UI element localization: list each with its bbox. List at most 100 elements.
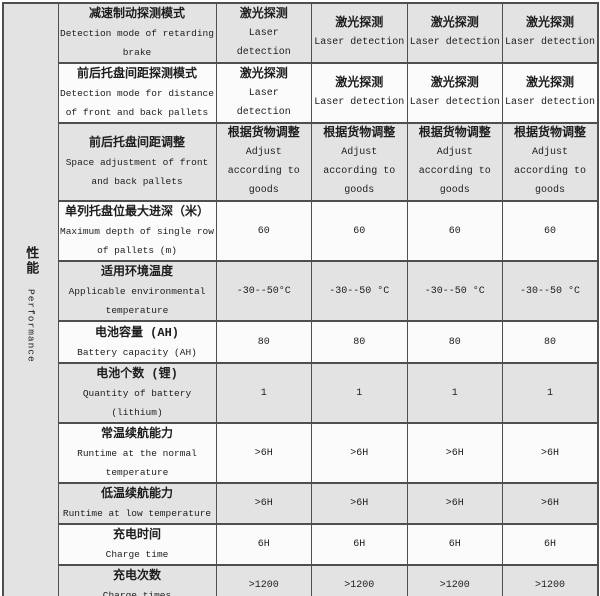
value-line: 6H — [543, 539, 556, 550]
spec-value-cell: 6H — [406, 523, 503, 566]
spec-label-cell: 单列托盘位最大进深（米） Maximum depth of single row … — [57, 200, 217, 262]
spec-value-cell: >6H — [502, 422, 599, 484]
category-cell: 性能 Performance — [2, 2, 59, 596]
value-line: 1 — [356, 387, 363, 399]
value-line: 激光探测 — [525, 16, 574, 30]
spec-value-cell: >1200 — [215, 564, 312, 596]
value-line: 激光探测 — [239, 66, 288, 81]
spec-label-en: Detection mode for distance of front and… — [60, 88, 214, 118]
spec-value-cell: 6H — [311, 523, 408, 566]
spec-value-cell: 根据货物调整 Adjust according to goods — [502, 122, 599, 202]
spec-value-cell: >6H — [406, 482, 503, 525]
spec-label-cell: 前后托盘间距调整 Space adjustment of front and ba… — [57, 122, 217, 202]
spec-label-zh: 前后托盘间距探测模式 — [76, 67, 197, 81]
value-line: >6H — [350, 498, 369, 509]
value-line: Laser — [248, 87, 279, 99]
value-line: Laser detection — [504, 37, 595, 48]
spec-value-cell: >6H — [311, 482, 408, 525]
spec-label-zh: 常温续航能力 — [100, 427, 173, 441]
spec-label-en: Charge time — [105, 549, 169, 560]
value-line: >1200 — [344, 580, 375, 591]
spec-label-zh: 电池容量 (AH) — [94, 325, 179, 340]
value-line: goods — [248, 185, 279, 196]
value-line: according to — [418, 166, 491, 177]
spec-value-cell: 80 — [502, 320, 599, 364]
value-line: Adjust — [341, 147, 378, 158]
category-label-en: Performance — [25, 289, 37, 363]
spec-value-cell: 激光探测 Laser detection — [215, 62, 312, 124]
value-line: goods — [344, 185, 375, 196]
value-line: 根据货物调整 — [513, 126, 586, 140]
spec-label-zh: 减速制动探测模式 — [88, 7, 185, 21]
spec-label-en: Applicable environmental temperature — [68, 286, 206, 316]
value-line: >6H — [445, 447, 464, 459]
spec-label-en: Maximum depth of single row of pallets (… — [60, 226, 214, 256]
spec-value-cell: 根据货物调整 Adjust according to goods — [311, 122, 408, 202]
spec-label-cell: 低温续航能力 Runtime at low temperature — [57, 482, 217, 525]
value-line: according to — [513, 166, 586, 177]
spec-label-en: Quantity of battery (lithium) — [82, 388, 192, 418]
spec-value-cell: -30--50 °C — [502, 260, 599, 322]
table-row: 适用环境温度 Applicable environmental temperatu… — [3, 260, 599, 322]
spec-value-cell: 根据货物调整 Adjust according to goods — [215, 122, 312, 202]
spec-value-cell: 80 — [311, 320, 408, 364]
value-line: 6H — [353, 539, 366, 550]
spec-label-cell: 充电时间 Charge time — [57, 523, 217, 566]
value-line: -30--50 °C — [329, 285, 390, 297]
table-row: 电池容量 (AH) Battery capacity (AH) 80 80 80 80 — [3, 320, 599, 364]
value-line: 6H — [257, 539, 270, 550]
table-row: 常温续航能力 Runtime at the normal temperature >… — [3, 422, 599, 484]
spec-value-cell: 60 — [311, 200, 408, 262]
spec-value-cell: 1 — [502, 362, 599, 424]
spec-label-zh: 充电次数 — [112, 569, 161, 583]
value-line: >1200 — [534, 580, 565, 591]
spec-value-cell: 根据货物调整 Adjust according to goods — [406, 122, 503, 202]
value-line: 1 — [451, 387, 458, 399]
spec-value-cell: 激光探测 Laser detection — [311, 2, 408, 64]
value-line: 激光探测 — [239, 6, 288, 21]
value-line: >6H — [540, 447, 559, 459]
value-line: 60 — [448, 225, 461, 237]
spec-label-en: Charge times — [102, 590, 172, 596]
spec-label-en: Runtime at the normal temperature — [77, 448, 197, 478]
value-line: 80 — [353, 336, 366, 348]
value-line: Adjust — [531, 147, 568, 158]
table-row: 电池个数 (锂) Quantity of battery (lithium) 1 1 1… — [3, 362, 599, 424]
spec-value-cell: 6H — [502, 523, 599, 566]
spec-value-cell: >6H — [406, 422, 503, 484]
value-line: according to — [227, 166, 300, 177]
spec-value-cell: 激光探测 Laser detection — [502, 2, 599, 64]
value-line: goods — [534, 185, 565, 196]
value-line: >1200 — [248, 580, 279, 591]
value-line: 60 — [257, 225, 270, 237]
spec-label-zh: 单列托盘位最大进深（米） — [64, 205, 209, 219]
spec-label-cell: 电池个数 (锂) Quantity of battery (lithium) — [57, 362, 217, 424]
spec-label-zh: 低温续航能力 — [100, 487, 173, 501]
spec-label-zh: 前后托盘间距调整 — [88, 136, 185, 150]
value-line: 1 — [260, 387, 267, 399]
spec-value-cell: -30--50°C — [215, 260, 312, 322]
value-line: Adjust — [436, 147, 473, 158]
value-line: >1200 — [439, 580, 470, 591]
value-line: -30--50 °C — [519, 285, 580, 297]
value-line: 60 — [353, 225, 366, 237]
value-line: 80 — [257, 336, 270, 348]
value-line: Laser — [248, 27, 279, 39]
spec-value-cell: -30--50 °C — [406, 260, 503, 322]
spec-value-cell: 激光探测 Laser detection — [406, 62, 503, 124]
value-line: 激光探测 — [335, 16, 384, 30]
spec-value-cell: 60 — [215, 200, 312, 262]
spec-value-cell: 激光探测 Laser detection — [311, 62, 408, 124]
spec-value-cell: >1200 — [502, 564, 599, 596]
category-vertical-text: 性能 Performance — [12, 246, 50, 363]
spec-value-cell: 激光探测 Laser detection — [502, 62, 599, 124]
value-line: 根据货物调整 — [323, 126, 396, 140]
value-line: 根据货物调整 — [418, 126, 491, 140]
value-line: >6H — [254, 447, 273, 459]
spec-value-cell: 60 — [502, 200, 599, 262]
value-line: 根据货物调整 — [227, 126, 300, 140]
value-line: >6H — [350, 447, 369, 459]
value-line: 激光探测 — [525, 76, 574, 90]
